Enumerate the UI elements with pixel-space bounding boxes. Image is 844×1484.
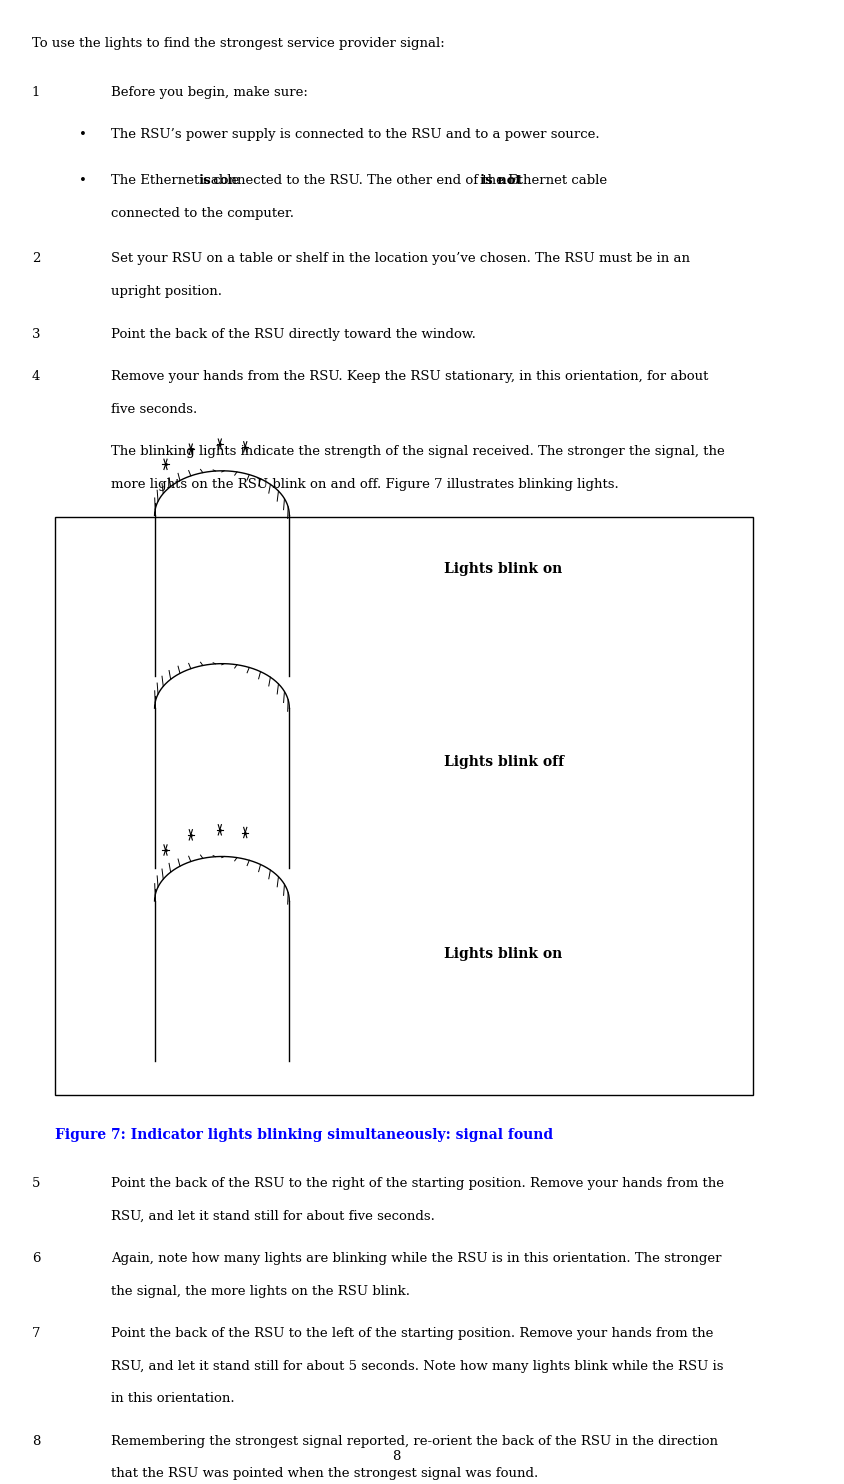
Text: 8: 8 [392, 1450, 401, 1463]
Text: The Ethernet cable: The Ethernet cable [111, 174, 243, 187]
Text: 6: 6 [32, 1252, 41, 1264]
Text: connected to the computer.: connected to the computer. [111, 206, 294, 220]
Text: The RSU’s power supply is connected to the RSU and to a power source.: The RSU’s power supply is connected to t… [111, 129, 599, 141]
Text: Set your RSU on a table or shelf in the location you’ve chosen. The RSU must be : Set your RSU on a table or shelf in the … [111, 252, 690, 266]
Text: 1: 1 [32, 86, 40, 99]
Text: Point the back of the RSU to the right of the starting position. Remove your han: Point the back of the RSU to the right o… [111, 1177, 724, 1190]
Text: Point the back of the RSU to the left of the starting position. Remove your hand: Point the back of the RSU to the left of… [111, 1327, 713, 1340]
Text: more lights on the RSU blink on and off. Figure 7 illustrates blinking lights.: more lights on the RSU blink on and off.… [111, 478, 619, 491]
Text: Point the back of the RSU directly toward the window.: Point the back of the RSU directly towar… [111, 328, 476, 340]
Text: Lights blink on: Lights blink on [444, 562, 562, 576]
Text: RSU, and let it stand still for about five seconds.: RSU, and let it stand still for about fi… [111, 1209, 435, 1223]
Text: Remembering the strongest signal reported, re-orient the back of the RSU in the : Remembering the strongest signal reporte… [111, 1435, 718, 1448]
Text: Remove your hands from the RSU. Keep the RSU stationary, in this orientation, fo: Remove your hands from the RSU. Keep the… [111, 370, 708, 383]
Text: 5: 5 [32, 1177, 40, 1190]
Text: •: • [79, 174, 87, 187]
Text: Figure 7: Indicator lights blinking simultaneously: signal found: Figure 7: Indicator lights blinking simu… [56, 1128, 554, 1141]
Text: Lights blink off: Lights blink off [444, 754, 564, 769]
Text: is not: is not [480, 174, 522, 187]
Text: that the RSU was pointed when the strongest signal was found.: that the RSU was pointed when the strong… [111, 1468, 538, 1481]
Text: •: • [79, 129, 87, 141]
Text: 4: 4 [32, 370, 40, 383]
Text: RSU, and let it stand still for about 5 seconds. Note how many lights blink whil: RSU, and let it stand still for about 5 … [111, 1359, 723, 1373]
Text: 3: 3 [32, 328, 41, 340]
Text: 8: 8 [32, 1435, 40, 1448]
Text: Before you begin, make sure:: Before you begin, make sure: [111, 86, 308, 99]
Text: connected to the RSU. The other end of the Ethernet cable: connected to the RSU. The other end of t… [209, 174, 612, 187]
Text: 7: 7 [32, 1327, 41, 1340]
Text: 2: 2 [32, 252, 40, 266]
Text: in this orientation.: in this orientation. [111, 1392, 235, 1405]
Text: five seconds.: five seconds. [111, 402, 197, 416]
Text: is: is [198, 174, 211, 187]
Text: Lights blink on: Lights blink on [444, 947, 562, 962]
FancyBboxPatch shape [56, 516, 753, 1095]
Text: upright position.: upright position. [111, 285, 222, 298]
Text: To use the lights to find the strongest service provider signal:: To use the lights to find the strongest … [32, 37, 445, 50]
Text: The blinking lights indicate the strength of the signal received. The stronger t: The blinking lights indicate the strengt… [111, 445, 725, 459]
Text: the signal, the more lights on the RSU blink.: the signal, the more lights on the RSU b… [111, 1285, 410, 1297]
Text: Again, note how many lights are blinking while the RSU is in this orientation. T: Again, note how many lights are blinking… [111, 1252, 722, 1264]
